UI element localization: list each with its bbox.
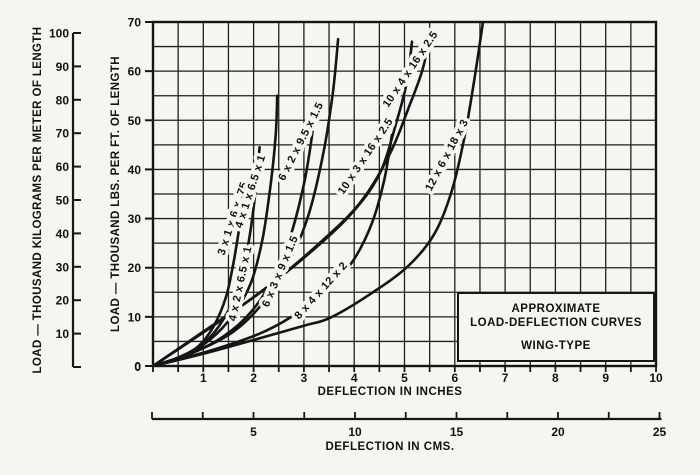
y-kg-tick-label: 90 (56, 60, 70, 74)
legend-line-1: APPROXIMATE (512, 303, 601, 315)
y-kg-tick-label: 20 (56, 294, 70, 308)
y-kg-tick-label: 50 (56, 194, 70, 208)
x-in-tick-label: 3 (301, 371, 308, 385)
y-kg-tick-label: 100 (49, 27, 69, 41)
y-kg-tick-label: 60 (56, 160, 70, 174)
origin-zero-label: 0 (134, 360, 141, 374)
legend-box: APPROXIMATE LOAD-DEFLECTION CURVES WING-TY… (457, 292, 655, 362)
curve-label-12x6x18x3: 12 x 6 x 18 x 3 (423, 117, 471, 193)
x-cm-tick-label: 15 (450, 425, 464, 439)
y-kg-axis-title: LOAD — THOUSAND KILOGRAMS PER METER OF L… (32, 26, 44, 373)
curve-10x4x16x2.5 (152, 38, 431, 367)
x-in-tick-label: 1 (200, 371, 207, 385)
legend-line-3: WING-TYPE (521, 340, 591, 352)
y-kg-tick-label: 10 (56, 327, 70, 341)
y-kg-tick-label: 40 (56, 227, 70, 241)
y-kg-tick-label: 70 (56, 127, 70, 141)
x-in-tick-label: 7 (502, 371, 509, 385)
curves (152, 21, 485, 367)
curve-label-6x3x9x1.5: 6 x 3 x 9 x 1.5 (260, 234, 301, 309)
curve-8x4x12x2 (152, 133, 394, 367)
x-in-tick-label: 2 (250, 371, 257, 385)
x-in-tick-label: 6 (451, 371, 458, 385)
y-lbs-tick-label: 10 (128, 310, 142, 324)
x-cm-tick-label: 20 (551, 425, 565, 439)
x-axis-inches: 1 2 3 4 5 6 7 8 9 10 0 DEFLECTION IN INCHES (134, 360, 663, 398)
x-axis-cms: 5 10 15 20 25 DEFLECTION IN CMS. (151, 412, 667, 453)
y-axis-kg: 10 20 30 40 50 60 70 80 90 100 LOAD — THOUSAND KIL… (32, 26, 81, 374)
curve-6x3x9x1.5 (152, 37, 340, 367)
curve-label-10x4x16x2.5: 10 x 4 x 16 x 2.5 (381, 29, 441, 110)
x-in-tick-label: 9 (602, 371, 609, 385)
y-lbs-tick-label: 50 (128, 114, 142, 128)
x-in-tick-label: 4 (351, 371, 358, 385)
y-lbs-tick-label: 70 (128, 16, 142, 30)
y-lbs-axis-title: LOAD — THOUSAND LBS. PER FT. OF LENGTH (110, 56, 122, 332)
x-in-tick-label: 8 (552, 371, 559, 385)
x-in-tick-label: 10 (649, 371, 663, 385)
x-cm-tick-label: 25 (653, 425, 667, 439)
y-lbs-tick-label: 60 (128, 65, 142, 79)
x-cm-tick-label: 5 (250, 425, 257, 439)
y-axis-lbs: 0 10 20 30 40 50 60 70 LOAD — THOUSAND LBS. PER … (110, 16, 153, 374)
x-cm-axis-title: DEFLECTION IN CMS. (325, 441, 454, 453)
y-lbs-tick-label: 30 (128, 212, 142, 226)
y-kg-tick-label: 80 (56, 93, 70, 107)
y-lbs-tick-label: 40 (128, 163, 142, 177)
curve-12x6x18x3 (152, 21, 485, 367)
y-lbs-tick-label: 20 (128, 261, 142, 275)
x-cm-tick-label: 10 (348, 425, 362, 439)
x-in-tick-label: 5 (401, 371, 408, 385)
y-lbs-tick-label: 0 (134, 360, 141, 374)
legend-box-frame (457, 292, 655, 362)
y-kg-tick-label: 30 (56, 260, 70, 274)
x-in-axis-title: DEFLECTION IN INCHES (318, 386, 463, 398)
legend-line-2: LOAD-DEFLECTION CURVES (470, 317, 642, 329)
